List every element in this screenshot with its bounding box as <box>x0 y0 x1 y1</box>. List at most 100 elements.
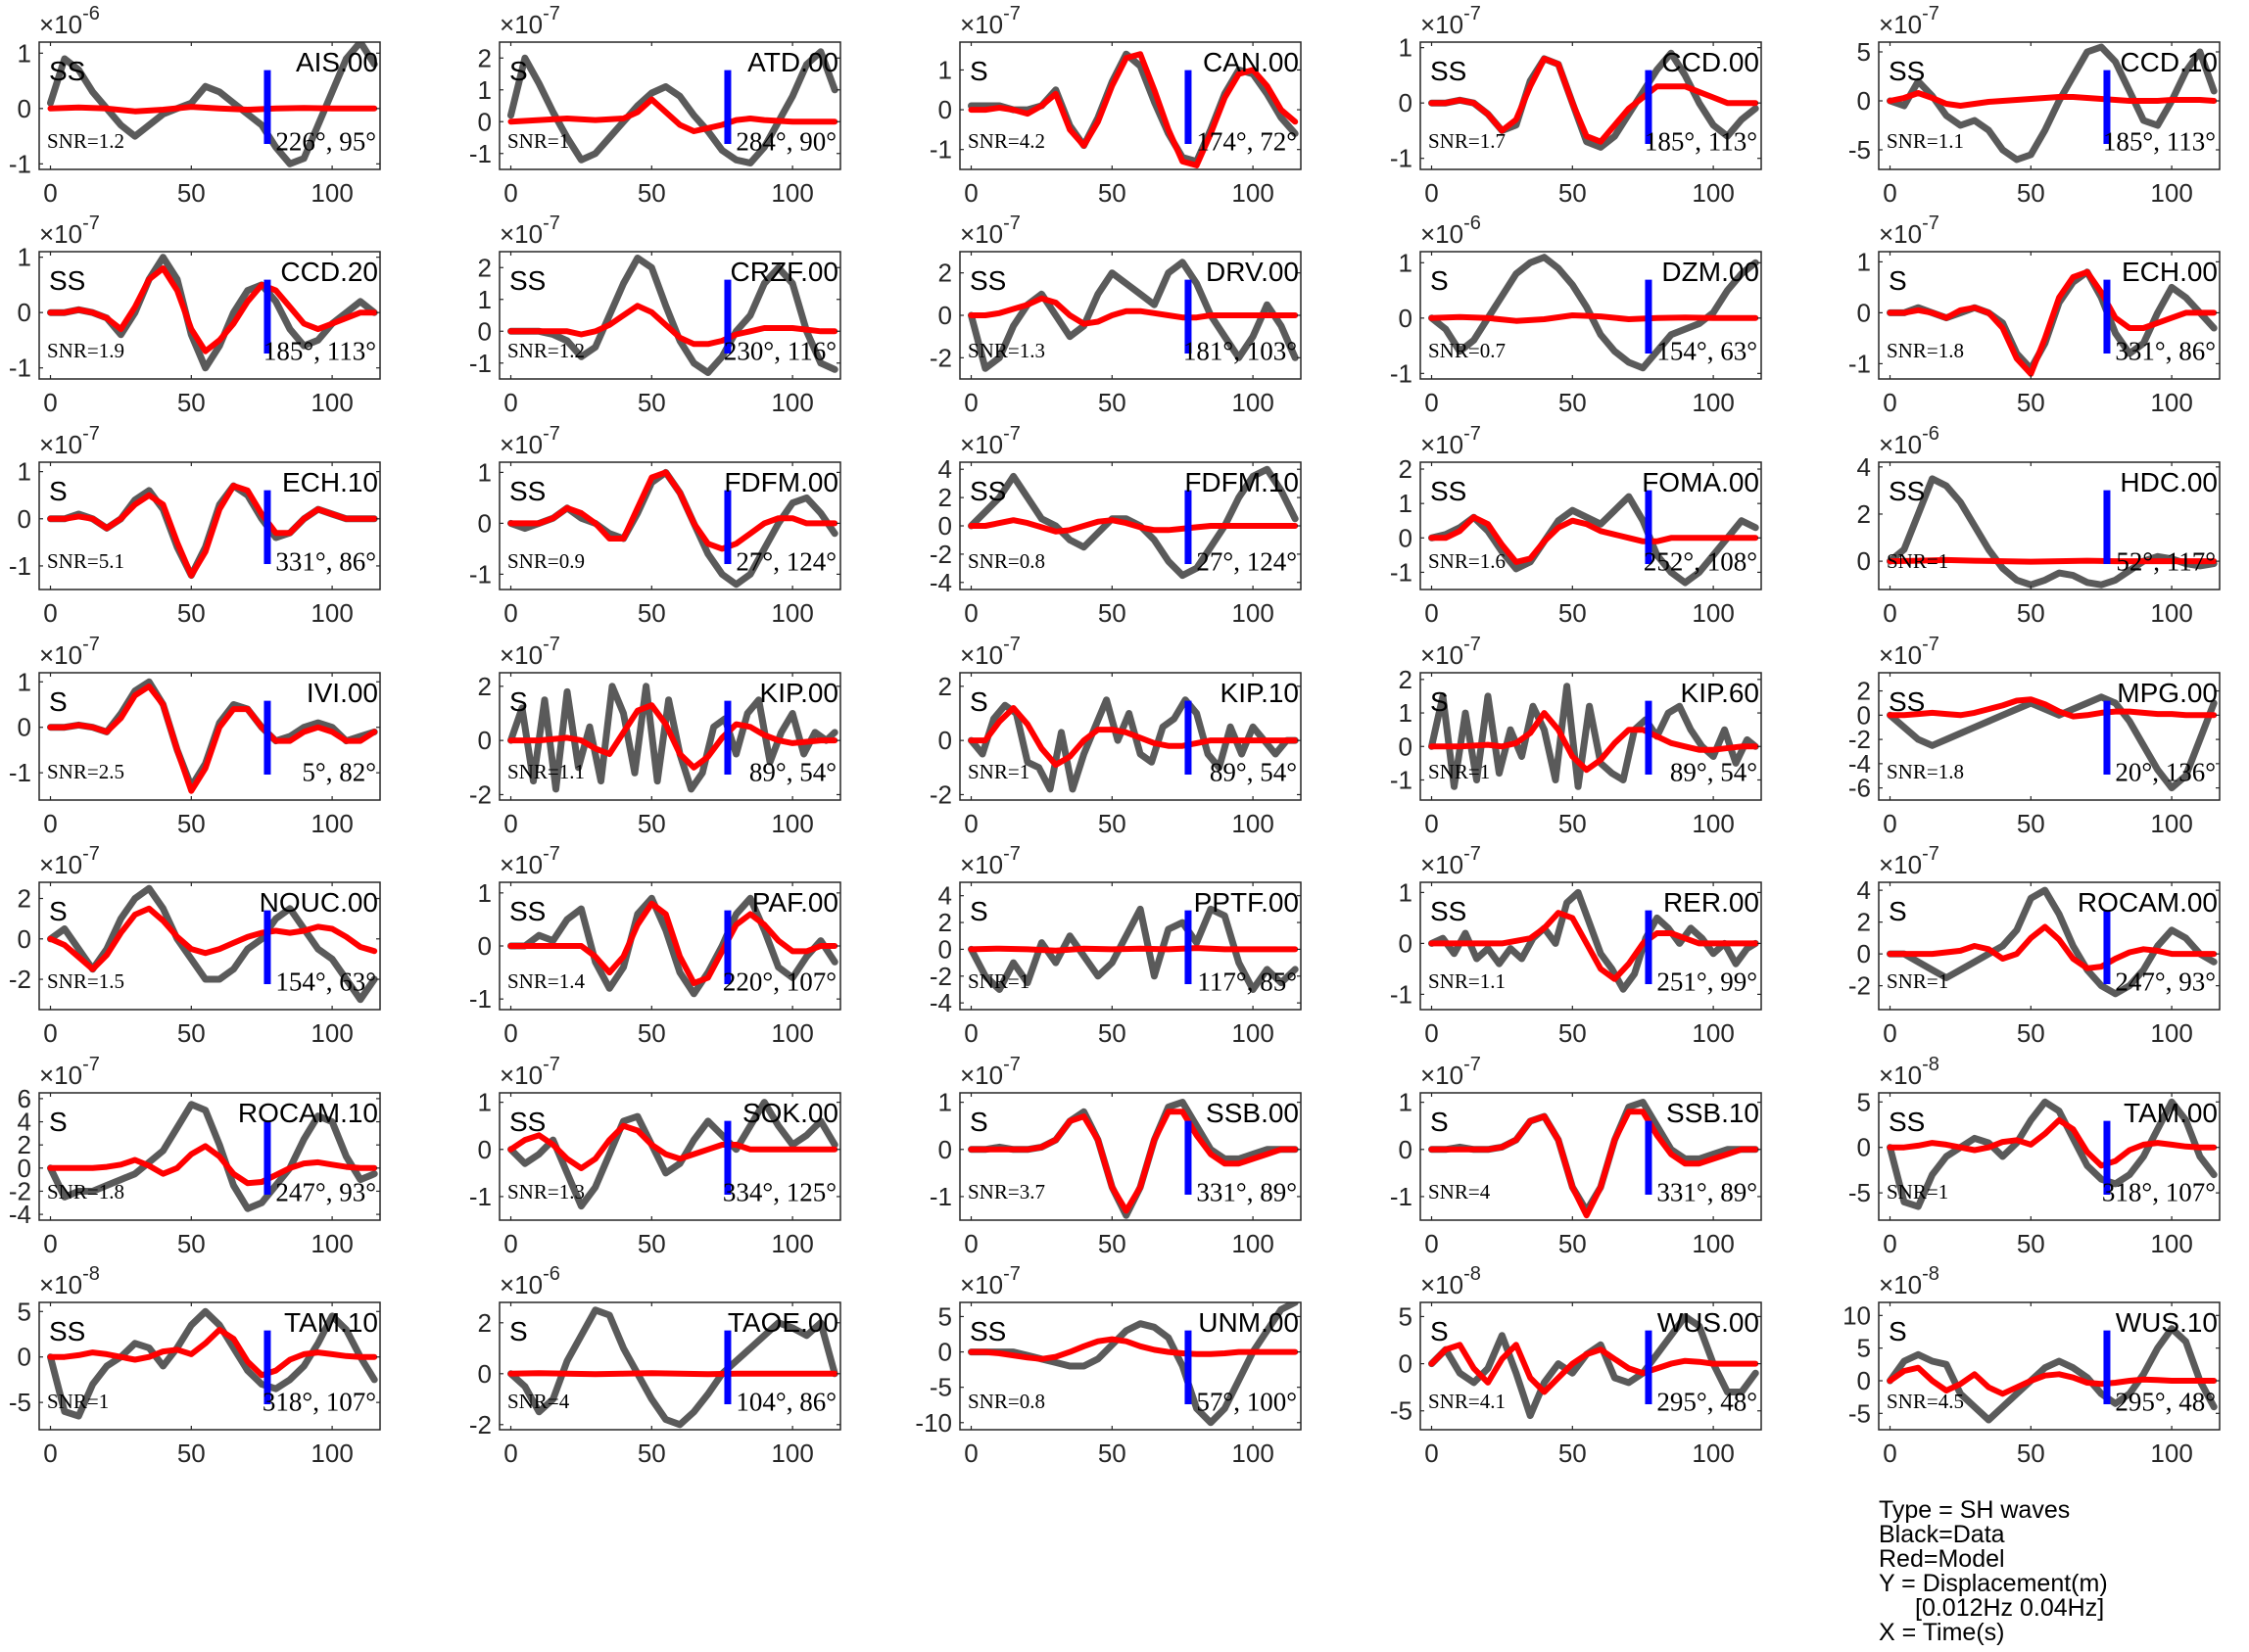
x-tick-label: 100 <box>771 809 813 838</box>
snr-label: SNR=1.8 <box>47 1180 124 1204</box>
subplot-ccd-10: 0 50 100 -5 0 5 ×10-7 SS CCD.10 SNR=1.1 185°, 113° <box>1848 3 2221 208</box>
station-label: NOUC.00 <box>260 887 378 918</box>
snr-label: SNR=1 <box>1428 760 1490 783</box>
model-trace <box>507 303 838 348</box>
subplot-ais-00: 0 50 100 -1 0 1 ×10-6 SS AIS.00 SNR=1.2 226°, 95° <box>9 3 381 208</box>
x-tick-label: 50 <box>177 1439 206 1468</box>
y-tick-label: -1 <box>1390 358 1412 388</box>
azimuth-label: 331°, 89° <box>1196 1178 1297 1207</box>
x-tick-label: 0 <box>1883 1439 1896 1468</box>
y-tick-label: -1 <box>469 559 492 589</box>
y-exponent-label: ×10-7 <box>1879 634 1939 670</box>
x-tick-label: 50 <box>1558 1229 1587 1258</box>
y-tick-label: 0 <box>1857 546 1871 576</box>
station-label: ECH.10 <box>282 467 378 497</box>
subplot-kip-60: 0 50 100 -1 0 1 2 ×10-7 S KIP.60 SNR=1 89°, 54° <box>1390 634 1762 838</box>
subplot-can-00: 0 50 100 -1 0 1 ×10-7 S CAN.00 SNR=4.2 174°, 72° <box>930 3 1302 208</box>
azimuth-label: 334°, 125° <box>723 1178 837 1207</box>
data-trace <box>507 255 838 376</box>
axes-frame <box>1419 41 1762 170</box>
y-tick-label: 1 <box>478 878 492 908</box>
y-tick-label: -2 <box>930 343 952 372</box>
snr-label: SNR=1.1 <box>1428 969 1506 993</box>
snr-label: SNR=1 <box>1887 969 1948 993</box>
model-trace <box>47 1326 378 1379</box>
model-trace <box>1887 1116 2218 1169</box>
snr-label: SNR=1 <box>47 1390 109 1413</box>
azimuth-label: 185°, 113° <box>1645 127 1757 157</box>
x-tick-label: 50 <box>1558 1439 1587 1468</box>
y-tick-label: -10 <box>915 1408 952 1438</box>
x-tick-label: 50 <box>177 598 206 628</box>
y-tick-label: 0 <box>18 1343 31 1372</box>
axes-frame <box>499 251 841 380</box>
subplot-ssb-10: 0 50 100 -1 0 1 ×10-7 S SSB.10 SNR=4 331°, 89° <box>1390 1054 1762 1258</box>
azimuth-label: 154°, 63° <box>1656 337 1757 366</box>
y-tick-label: 0 <box>18 924 31 954</box>
azimuth-label: 318°, 107° <box>263 1388 376 1417</box>
y-tick-label: 2 <box>938 483 952 512</box>
data-trace <box>47 1101 378 1212</box>
y-tick-label: 0 <box>1857 1133 1871 1162</box>
y-exponent-label: ×10-7 <box>500 212 560 249</box>
y-exponent-label: ×10-6 <box>39 3 100 39</box>
phase-label: SS <box>1430 896 1466 926</box>
y-exponent-label: ×10-6 <box>1879 423 1939 459</box>
azimuth-label: 230°, 116° <box>724 337 837 366</box>
subplot-kip-10: 0 50 100 -2 0 2 ×10-7 S KIP.10 SNR=1 89°, 54° <box>930 634 1302 838</box>
axes-frame <box>1878 1301 2221 1431</box>
azimuth-label: 174°, 72° <box>1196 127 1297 157</box>
y-tick-label: 6 <box>18 1084 31 1113</box>
data-trace <box>1887 886 2218 998</box>
phase-label: S <box>49 896 68 926</box>
y-tick-label: 0 <box>18 94 31 123</box>
y-tick-label: 0 <box>1399 928 1412 958</box>
y-exponent-label: ×10-7 <box>500 634 560 670</box>
subplot-drv-00: 0 50 100 -2 0 2 ×10-7 SS DRV.00 SNR=1.3 181°, 103° <box>930 212 1302 417</box>
snr-label: SNR=4 <box>507 1390 570 1413</box>
y-tick-label: -1 <box>1848 349 1871 378</box>
axes-frame <box>1419 461 1762 590</box>
azimuth-label: 154°, 63° <box>275 968 376 997</box>
x-tick-label: 100 <box>311 1018 353 1048</box>
y-exponent-label: ×10-7 <box>960 843 1021 879</box>
azimuth-label: 252°, 108° <box>1644 547 1757 577</box>
x-tick-label: 50 <box>638 1439 666 1468</box>
x-tick-label: 50 <box>1558 809 1587 838</box>
axes-frame <box>1878 461 2221 590</box>
x-tick-label: 0 <box>503 1018 517 1048</box>
station-label: HDC.00 <box>2120 467 2218 497</box>
snr-label: SNR=3.7 <box>968 1180 1045 1204</box>
station-label: DRV.00 <box>1206 257 1299 287</box>
y-tick-label: -2 <box>469 1410 492 1440</box>
y-tick-label: 2 <box>1399 454 1412 484</box>
axes-frame <box>959 672 1302 801</box>
x-tick-label: 0 <box>964 178 978 208</box>
snr-label: SNR=1.5 <box>47 969 124 993</box>
y-tick-label: 0 <box>478 508 492 538</box>
azimuth-label: 57°, 100° <box>1196 1388 1297 1417</box>
station-label: CRZF.00 <box>731 257 838 287</box>
y-tick-label: 2 <box>1399 665 1412 694</box>
phase-label: SS <box>1430 56 1466 86</box>
station-label: WUS.10 <box>2116 1307 2218 1338</box>
x-tick-label: 0 <box>503 178 517 208</box>
model-trace <box>968 945 1299 954</box>
phase-label: SS <box>509 265 546 296</box>
phase-label: S <box>970 56 988 86</box>
station-label: FDFM.10 <box>1184 467 1299 497</box>
axes-frame <box>1878 251 2221 380</box>
y-tick-label: 1 <box>478 1088 492 1117</box>
y-tick-label: 0 <box>1399 1135 1412 1164</box>
snr-label: SNR=4.1 <box>1428 1390 1506 1413</box>
x-tick-label: 50 <box>2017 388 2045 417</box>
x-tick-label: 0 <box>964 1018 978 1048</box>
azimuth-label: 318°, 107° <box>2102 1178 2216 1207</box>
phase-label: SS <box>970 476 1006 506</box>
station-label: KIP.10 <box>1220 678 1299 708</box>
data-trace <box>968 905 1299 993</box>
y-tick-label: -1 <box>9 758 31 787</box>
model-trace <box>507 96 838 134</box>
y-tick-label: -2 <box>9 965 31 994</box>
